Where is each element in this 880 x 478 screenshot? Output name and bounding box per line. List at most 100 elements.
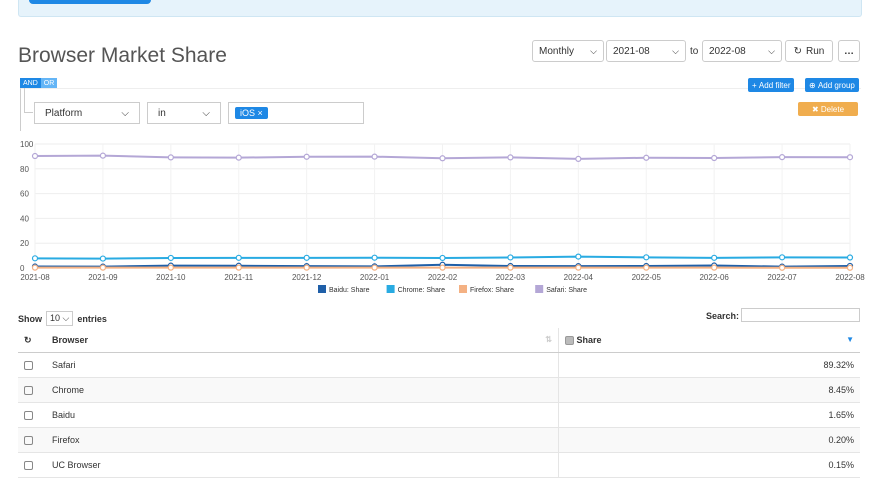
data-point [712, 265, 717, 270]
row-checkbox-cell [18, 428, 46, 453]
data-point [236, 265, 241, 270]
data-point [236, 255, 241, 260]
data-point [712, 156, 717, 161]
data-point [644, 255, 649, 260]
y-tick-label: 20 [20, 239, 29, 248]
row-checkbox-cell [18, 453, 46, 478]
x-tick-label: 2022-01 [360, 273, 390, 282]
field-select[interactable]: Platform⌵ [34, 102, 140, 124]
x-tick-label: 2022-03 [496, 273, 526, 282]
table-header-row: ↻ Browser⇅ Share ▼ [18, 328, 860, 353]
data-point [100, 265, 105, 270]
data-point [168, 265, 173, 270]
plus-circle-icon: ⊕ [809, 81, 818, 90]
share-cell: 0.15% [559, 453, 861, 478]
share-cell: 89.32% [559, 353, 861, 378]
browser-cell: Firefox [46, 428, 559, 453]
row-checkbox[interactable] [24, 436, 33, 445]
run-button[interactable]: ↻ Run [785, 40, 833, 62]
data-point [508, 155, 513, 160]
y-tick-label: 100 [20, 140, 34, 149]
data-point [440, 265, 445, 270]
browser-cell: Chrome [46, 378, 559, 403]
browser-cell: UC Browser [46, 453, 559, 478]
run-label: Run [806, 46, 824, 57]
data-point [780, 155, 785, 160]
share-header-label: Share [577, 335, 602, 345]
data-point [440, 156, 445, 161]
add-group-button[interactable]: ⊕ Add group [805, 78, 859, 92]
data-point [848, 255, 853, 260]
share-column-checkbox[interactable] [565, 336, 574, 345]
row-checkbox-cell [18, 353, 46, 378]
refresh-icon: ↻ [24, 335, 32, 345]
data-point [576, 156, 581, 161]
remove-tag-icon[interactable]: × [258, 108, 263, 118]
data-point [848, 155, 853, 160]
interval-select[interactable]: Monthly⌵ [532, 40, 604, 62]
x-tick-label: 2022-07 [767, 273, 797, 282]
x-tick-label: 2021-09 [88, 273, 118, 282]
data-point [644, 265, 649, 270]
x-tick-label: 2021-08 [20, 273, 50, 282]
row-checkbox-cell [18, 403, 46, 428]
browser-cell: Safari [46, 353, 559, 378]
row-checkbox[interactable] [24, 361, 33, 370]
page-title: Browser Market Share [18, 44, 227, 68]
data-point [780, 265, 785, 270]
from-date-select[interactable]: 2021-08⌵ [606, 40, 686, 62]
value-tag-label: iOS [240, 108, 255, 118]
data-point [644, 155, 649, 160]
interval-value: Monthly [539, 46, 574, 57]
tree-connector [24, 88, 33, 113]
share-column-header[interactable]: Share ▼ [559, 328, 861, 353]
delete-label: Delete [821, 105, 844, 114]
entries-label: entries [77, 314, 107, 324]
browser-cell: Baidu [46, 403, 559, 428]
refresh-icon: ↻ [794, 46, 802, 57]
refresh-column-header[interactable]: ↻ [18, 328, 46, 353]
warning-icon: ✖ [812, 105, 821, 114]
data-point [508, 255, 513, 260]
legend-swatch [387, 285, 395, 293]
plus-icon: + [752, 81, 759, 90]
browser-column-header[interactable]: Browser⇅ [46, 328, 559, 353]
notification-bar [18, 0, 862, 17]
more-button[interactable]: … [838, 40, 860, 62]
data-point [372, 265, 377, 270]
share-cell: 1.65% [559, 403, 861, 428]
legend-label: Baidu: Share [329, 287, 370, 294]
chevron-down-icon: ⌵ [672, 46, 679, 57]
row-checkbox[interactable] [24, 386, 33, 395]
y-tick-label: 60 [20, 190, 29, 199]
sort-desc-icon: ▼ [846, 335, 854, 344]
data-point [576, 265, 581, 270]
search-input[interactable] [741, 308, 860, 322]
row-checkbox[interactable] [24, 461, 33, 470]
share-cell: 0.20% [559, 428, 861, 453]
page-length-select[interactable]: 10 ⌵ [46, 311, 73, 326]
data-point [304, 154, 309, 159]
operator-select[interactable]: in⌵ [147, 102, 221, 124]
data-point [780, 255, 785, 260]
x-tick-label: 2022-02 [428, 273, 458, 282]
sort-icon: ⇅ [545, 335, 552, 344]
add-filter-button[interactable]: + Add filter [748, 78, 794, 92]
to-date-select[interactable]: 2022-08⌵ [702, 40, 782, 62]
data-point [508, 265, 513, 270]
data-point [304, 265, 309, 270]
value-tag-input[interactable]: iOS × [228, 102, 364, 124]
delete-filter-button[interactable]: ✖ Delete [798, 102, 858, 116]
legend-label: Chrome: Share [398, 287, 446, 294]
x-tick-label: 2021-11 [224, 273, 253, 282]
share-cell: 8.45% [559, 378, 861, 403]
to-label: to [690, 46, 698, 57]
row-checkbox[interactable] [24, 411, 33, 420]
notification-button[interactable] [29, 0, 151, 4]
data-point [100, 256, 105, 261]
